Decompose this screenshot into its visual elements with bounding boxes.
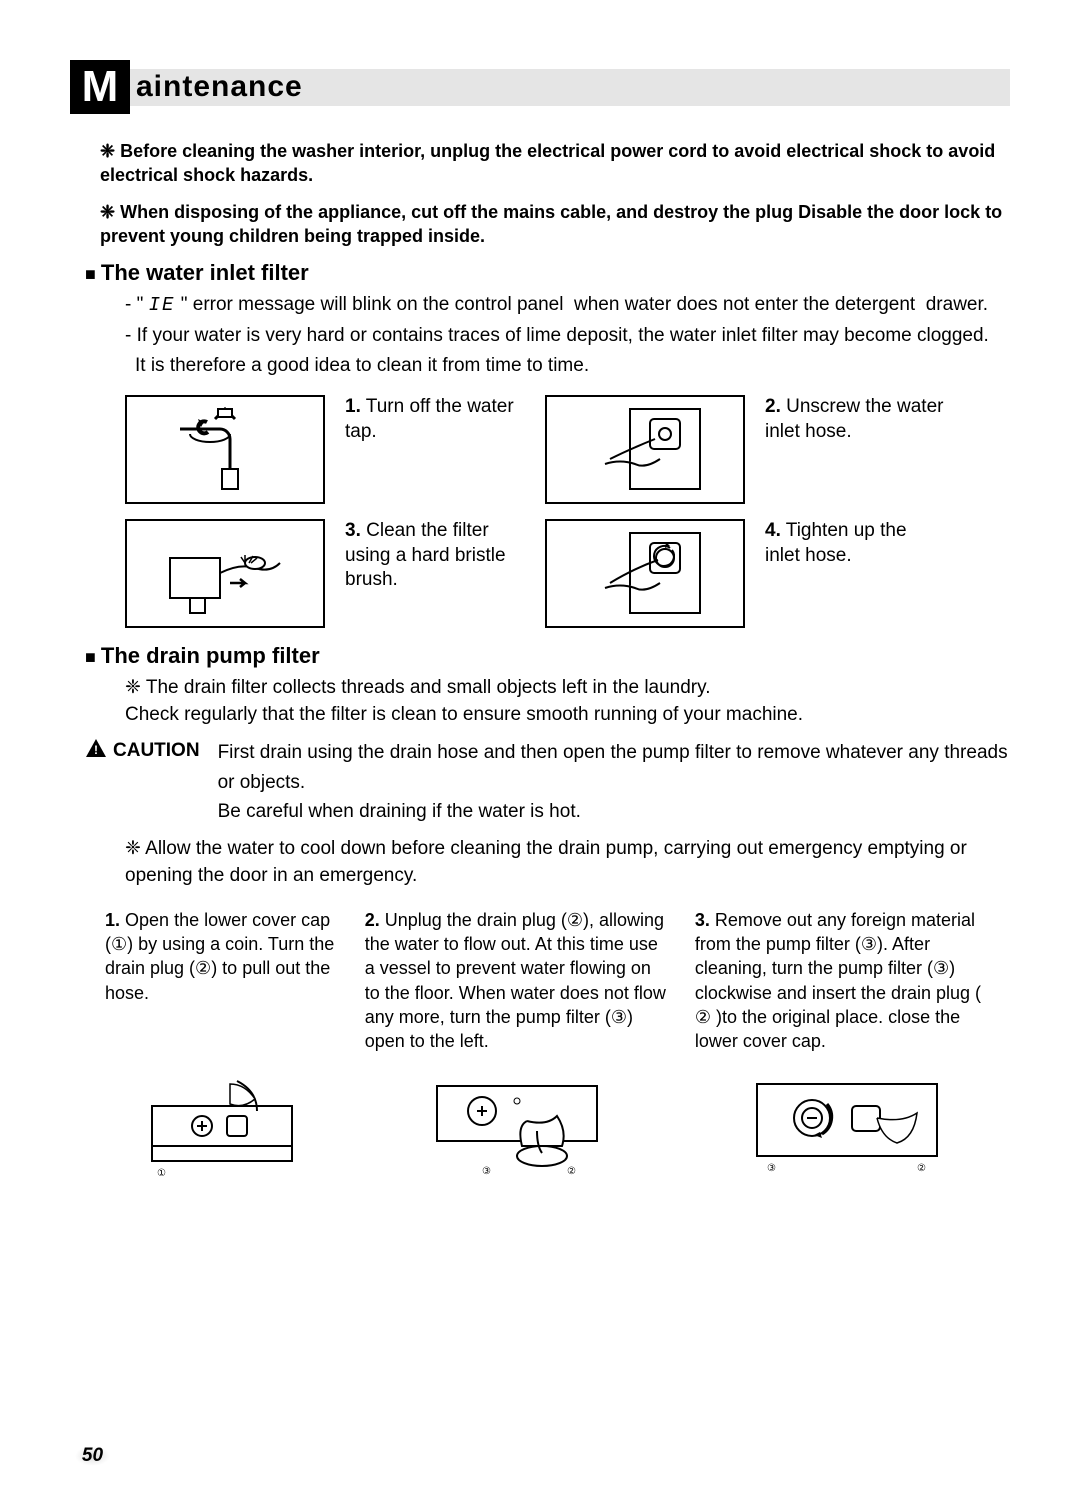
title-rest: aintenance (130, 69, 1010, 106)
svg-text:①: ① (157, 1168, 166, 1176)
inlet-step1-text: 1. Turn off the water tap. (345, 395, 525, 504)
unscrew-hose-icon (580, 404, 710, 494)
tighten-hose-icon (580, 528, 710, 618)
section-drain-pump-title: The drain pump filter (70, 643, 1010, 669)
inlet-step4-text: 4. Tighten up the inlet hose. (765, 519, 945, 628)
drain-illustrations: ① ③ ② (70, 1073, 1010, 1178)
svg-text:②: ② (567, 1166, 576, 1176)
drain-illustration-3: ③ ② (695, 1073, 1000, 1178)
inlet-illustration-1 (125, 395, 325, 504)
caution-body: First drain using the drain hose and the… (218, 738, 1010, 826)
caution-label: ! CAUTION (85, 738, 200, 764)
page-number: 50 (75, 1446, 110, 1466)
clean-filter-icon (160, 528, 290, 618)
drain-water-icon: ③ ② (427, 1076, 607, 1176)
open-cap-icon: ① (142, 1076, 302, 1176)
svg-text:!: ! (94, 743, 98, 757)
warning-1: ❈ Before cleaning the washer interior, u… (70, 139, 1010, 188)
caution-label-text: CAUTION (113, 740, 200, 762)
drain-step3: 3. Remove out any foreign material from … (695, 908, 1000, 1054)
section1-line3: It is therefore a good idea to clean it … (70, 353, 1010, 380)
section1-line1: - " IE " error message will blink on the… (70, 292, 1010, 319)
section2-para: ❈ Allow the water to cool down before cl… (70, 836, 1010, 889)
caution-row: ! CAUTION First drain using the drain ho… (70, 738, 1010, 826)
title-initial: M (70, 60, 130, 114)
inlet-illustration-3 (125, 519, 325, 628)
drain-illustration-1: ① (105, 1073, 340, 1178)
tap-icon (160, 404, 290, 494)
inlet-illustration-4 (545, 519, 745, 628)
page-number-value: 50 (82, 1445, 103, 1467)
svg-text:②: ② (917, 1163, 926, 1174)
inlet-illustration-2 (545, 395, 745, 504)
drain-step2: 2. Unplug the drain plug (②), allowing t… (365, 908, 670, 1054)
svg-text:③: ③ (482, 1166, 491, 1176)
drain-steps-grid: 1. Open the lower cover cap (①) by using… (70, 908, 1010, 1054)
drain-step1: 1. Open the lower cover cap (①) by using… (105, 908, 340, 1054)
caution-triangle-icon: ! (85, 738, 107, 764)
title-bar: M aintenance (70, 60, 1010, 114)
inlet-step2-text: 2. Unscrew the water inlet hose. (765, 395, 945, 504)
inlet-steps-grid: 1. Turn off the water tap. 2. Unscrew th… (125, 395, 1010, 628)
drain-illustration-2: ③ ② (365, 1073, 670, 1178)
section-water-inlet-title: The water inlet filter (70, 260, 1010, 286)
inlet-step3-text: 3. Clean the filter using a hard bristle… (345, 519, 525, 628)
error-code-icon: IE (149, 294, 176, 316)
page: M aintenance ❈ Before cleaning the washe… (0, 0, 1080, 1511)
svg-text:③: ③ (767, 1163, 776, 1174)
warning-2: ❈ When disposing of the appliance, cut o… (70, 200, 1010, 249)
reassemble-icon: ③ ② (747, 1076, 947, 1176)
section1-line2: - If your water is very hard or contains… (70, 323, 1010, 350)
section2-intro: ❈ The drain filter collects threads and … (70, 675, 1010, 728)
